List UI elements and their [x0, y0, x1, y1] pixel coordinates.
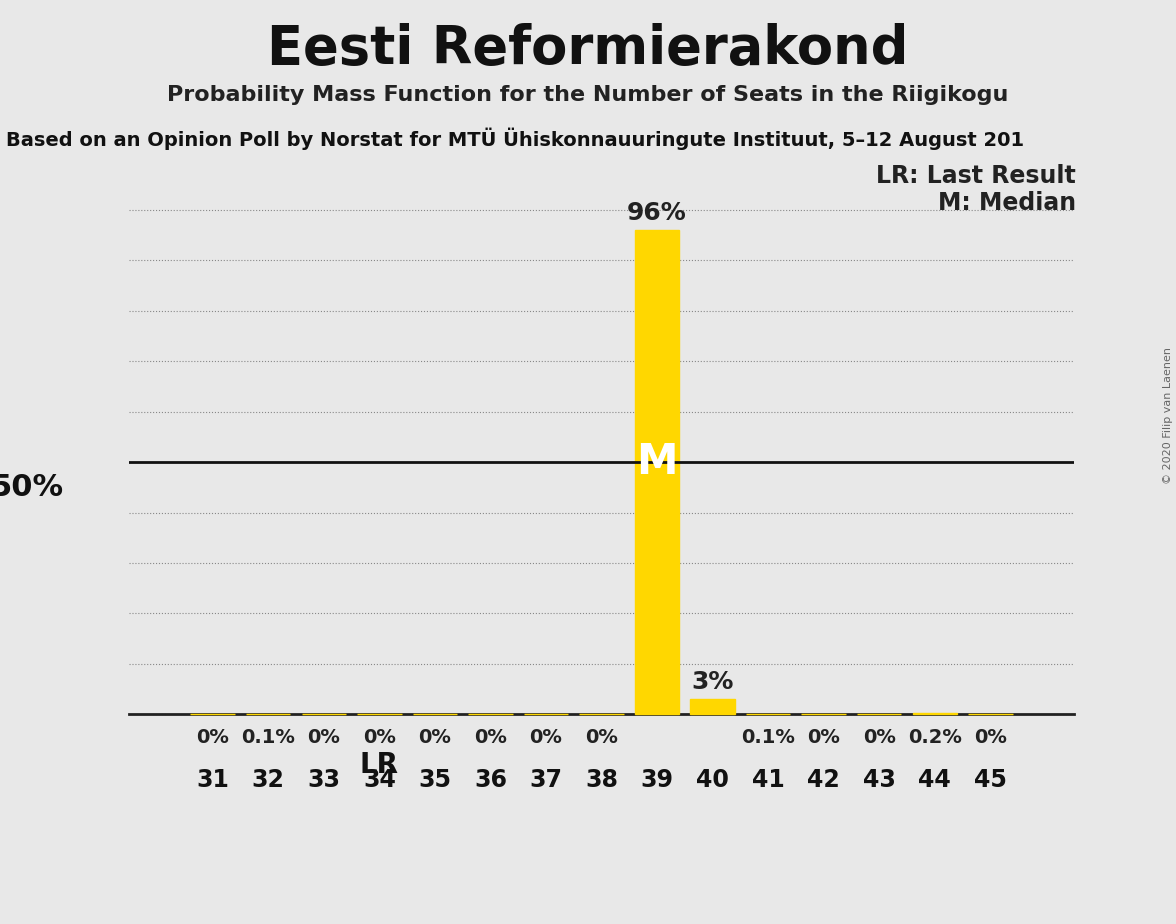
Text: 50%: 50% — [0, 473, 64, 502]
Text: M: Median: M: Median — [938, 191, 1076, 215]
Text: 0%: 0% — [807, 727, 840, 747]
Text: 0%: 0% — [863, 727, 896, 747]
Text: 0%: 0% — [474, 727, 507, 747]
Text: 3%: 3% — [691, 670, 734, 694]
Text: Eesti Reformierakond: Eesti Reformierakond — [267, 23, 909, 75]
Bar — [635, 230, 680, 714]
Text: 0%: 0% — [529, 727, 562, 747]
Text: LR: LR — [360, 751, 399, 779]
Text: 96%: 96% — [627, 201, 687, 225]
Text: LR: Last Result: LR: Last Result — [876, 164, 1076, 188]
Text: 0%: 0% — [419, 727, 452, 747]
Text: 0%: 0% — [363, 727, 396, 747]
Bar — [690, 699, 735, 714]
Bar — [913, 713, 957, 714]
Text: Probability Mass Function for the Number of Seats in the Riigikogu: Probability Mass Function for the Number… — [167, 85, 1009, 105]
Text: © 2020 Filip van Laenen: © 2020 Filip van Laenen — [1163, 347, 1172, 484]
Text: 0%: 0% — [974, 727, 1007, 747]
Text: 0%: 0% — [307, 727, 340, 747]
Text: Based on an Opinion Poll by Norstat for MTÜ Ühiskonnauuringute Instituut, 5–12 A: Based on an Opinion Poll by Norstat for … — [6, 128, 1024, 150]
Text: M: M — [636, 441, 677, 483]
Text: 0%: 0% — [196, 727, 229, 747]
Text: 0.1%: 0.1% — [241, 727, 295, 747]
Text: 0.1%: 0.1% — [741, 727, 795, 747]
Text: 0%: 0% — [586, 727, 617, 747]
Text: 0.2%: 0.2% — [908, 727, 962, 747]
